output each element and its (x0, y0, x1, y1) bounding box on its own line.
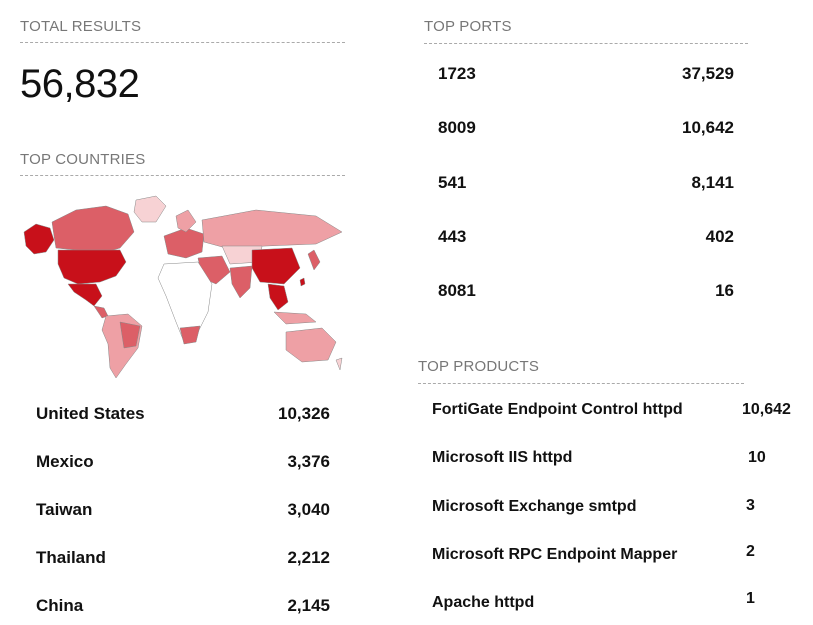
map-new-zealand (335, 357, 343, 371)
map-europe (163, 227, 205, 259)
port-number: 8009 (438, 118, 476, 137)
country-count: 3,376 (287, 452, 330, 471)
map-russia (201, 209, 343, 249)
country-name: Thailand (36, 548, 106, 567)
world-map (23, 195, 343, 379)
map-alaska (23, 223, 55, 255)
product-count: 10,642 (742, 401, 791, 418)
map-mexico (67, 283, 103, 307)
product-name: Apache httpd (432, 594, 535, 611)
product-count: 3 (746, 497, 755, 514)
product-name: Microsoft Exchange smtpd (432, 498, 637, 515)
total-results-divider (20, 42, 345, 43)
country-name: United States (36, 404, 145, 423)
product-name: Microsoft IIS httpd (432, 449, 573, 466)
map-brazil (119, 321, 141, 349)
country-name: Mexico (36, 452, 94, 471)
country-name: China (36, 596, 84, 615)
country-count: 10,326 (278, 404, 330, 423)
port-count: 8,141 (691, 173, 734, 192)
map-indonesia (273, 311, 317, 325)
map-australia (285, 327, 337, 363)
product-name: FortiGate Endpoint Control httpd (432, 401, 683, 418)
country-count: 3,040 (287, 500, 330, 519)
top-products-divider (418, 383, 744, 384)
map-scandinavia (175, 209, 197, 233)
map-canada (51, 205, 135, 253)
product-name: Microsoft RPC Endpoint Mapper (432, 546, 678, 563)
port-count: 16 (715, 281, 734, 300)
map-india (229, 265, 253, 299)
port-count: 402 (705, 227, 734, 246)
port-number: 443 (438, 227, 467, 246)
top-countries-divider (20, 175, 345, 176)
product-count: 2 (746, 543, 755, 560)
top-products-title: TOP PRODUCTS (418, 358, 540, 375)
product-count: 10 (748, 449, 766, 466)
port-count: 10,642 (682, 118, 734, 137)
country-count: 2,212 (287, 548, 330, 567)
top-countries-title: TOP COUNTRIES (20, 151, 146, 168)
map-japan (307, 249, 321, 271)
port-number: 8081 (438, 281, 476, 300)
total-results-title: TOTAL RESULTS (20, 18, 142, 35)
map-usa (57, 249, 127, 285)
map-china (251, 247, 301, 285)
top-ports-divider (424, 43, 748, 44)
port-number: 1723 (438, 64, 476, 83)
port-count: 37,529 (682, 64, 734, 83)
total-results-value: 56,832 (20, 62, 140, 106)
product-count: 1 (746, 590, 755, 607)
port-number: 541 (438, 173, 467, 192)
map-southeast-asia (267, 283, 289, 311)
map-greenland (133, 195, 167, 223)
country-count: 2,145 (287, 596, 330, 615)
country-name: Taiwan (36, 500, 93, 519)
map-south-africa (179, 325, 201, 345)
map-taiwan (299, 277, 306, 287)
top-ports-title: TOP PORTS (424, 18, 512, 35)
